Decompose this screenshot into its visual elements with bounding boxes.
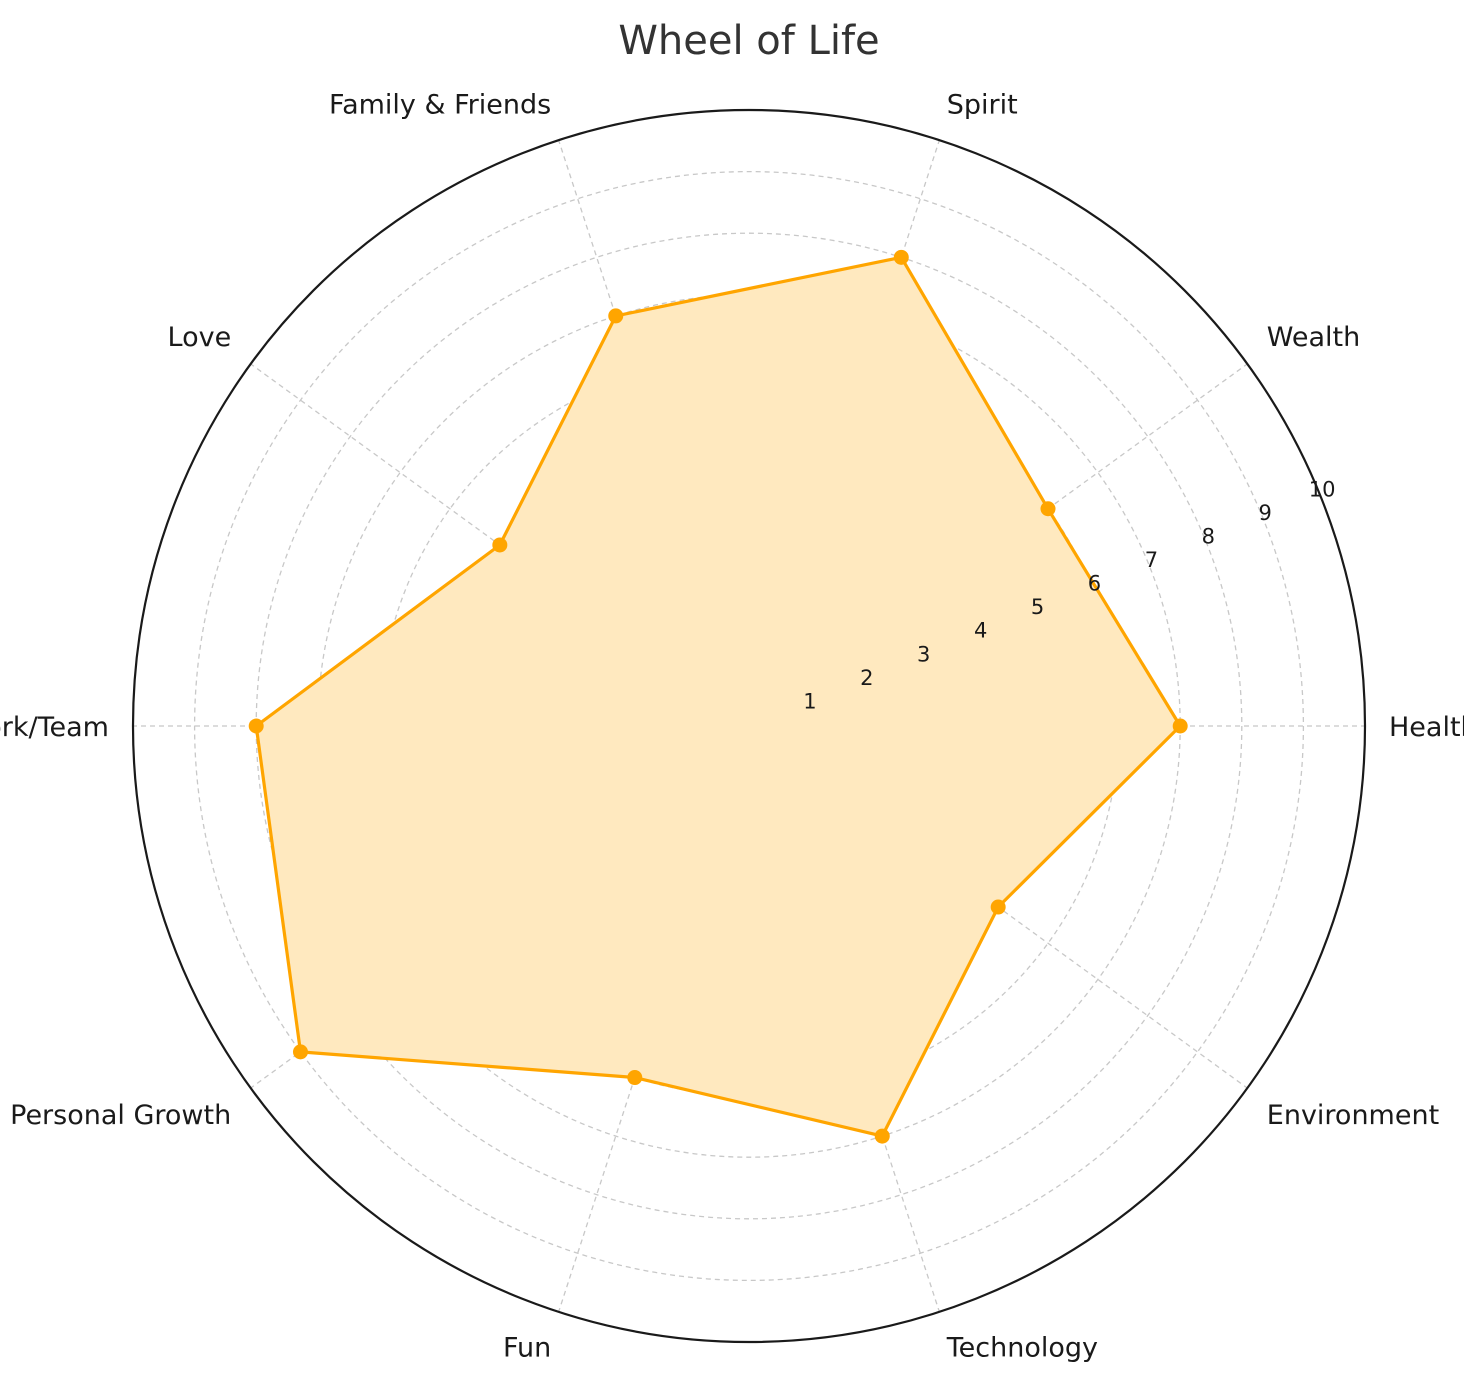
category-label-fun: Fun [503,1333,551,1364]
r-tick-label: 7 [1145,548,1158,572]
series-area [256,257,1181,1137]
category-label-family-friends: Family & Friends [329,89,551,120]
data-point-health [1172,718,1188,734]
category-label-wealth: Wealth [1267,322,1360,353]
r-tick-label: 5 [1031,595,1044,619]
category-label-love: Love [168,322,232,353]
category-label-technology: Technology [946,1333,1098,1364]
data-point-wealth [1040,501,1056,517]
r-tick-label: 2 [860,666,873,690]
category-label-health: Health [1389,712,1464,743]
data-point-personal-growth [292,1044,308,1060]
category-label-spirit: Spirit [947,89,1018,120]
grid-circle-9 [193,170,1305,1282]
data-point-family-friends [608,308,624,324]
r-tick-label: 10 [1309,477,1336,501]
data-point-love [492,537,508,553]
outer-circle [131,108,1367,1344]
data-point-spirit [893,249,909,265]
category-label-work-team: Work/Team [0,712,109,743]
chart-title: Wheel of Life [618,18,879,64]
r-tick-label: 9 [1259,501,1272,525]
r-tick-label: 4 [974,619,987,643]
category-label-personal-growth: Personal Growth [10,1100,231,1131]
r-tick-label: 1 [803,689,816,713]
label-layer: 1 2 3 4 5 6 7 8 9 10 Health Wealth Spirit Family & Fr… [0,89,1464,1363]
data-point-work-team [248,718,264,734]
category-label-environment: Environment [1267,1100,1439,1131]
data-layer [248,249,1188,1144]
data-point-environment [990,899,1006,915]
data-point-fun [627,1070,643,1086]
r-tick-label: 6 [1088,572,1101,596]
data-point-technology [874,1128,890,1144]
r-tick-label: 8 [1202,524,1215,548]
r-tick-label: 3 [917,642,930,666]
